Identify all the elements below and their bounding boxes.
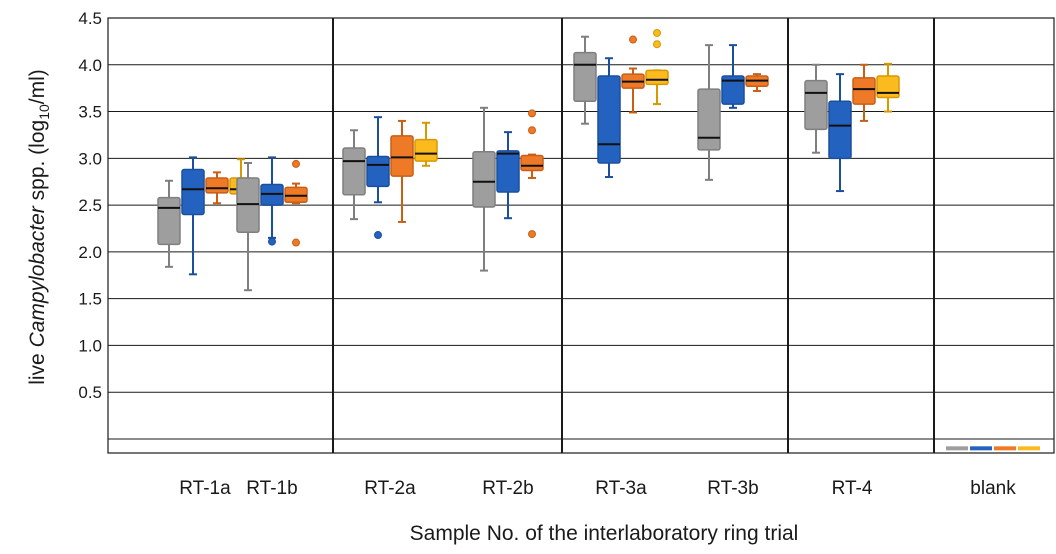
x-axis-title: Sample No. of the interlaboratory ring t… xyxy=(410,522,799,545)
box-2-2 xyxy=(390,119,414,223)
box-6-2 xyxy=(852,63,876,122)
box-0-2-iqr xyxy=(205,177,229,194)
box-4-0 xyxy=(573,35,597,125)
box-6-3 xyxy=(876,62,900,113)
box-6-1-iqr xyxy=(828,100,852,160)
category-label-2: RT-2a xyxy=(364,478,416,499)
label-layer: 0.5 1.0 1.5 2.0 2.5 3.0 3.5 4.0 4.5 RT-1a RT-1b RT-… xyxy=(78,9,1016,499)
box-2-0 xyxy=(342,129,366,221)
box-7-3 xyxy=(1018,446,1040,451)
box-1-1-outlier-0 xyxy=(268,237,276,246)
box-2-1-outlier-0 xyxy=(374,231,382,240)
box-6-0-iqr xyxy=(804,79,828,131)
box-5-1-iqr xyxy=(721,75,745,105)
box-6-1 xyxy=(828,73,852,193)
y-axis-title-subscript: 10 xyxy=(36,104,52,120)
box-4-3-outlier-1 xyxy=(653,40,661,49)
category-label-3: RT-2b xyxy=(482,478,533,499)
box-6-2-iqr xyxy=(852,77,876,105)
y-axis-title: live Campylobacter spp. (log10/ml) xyxy=(26,69,52,385)
box-1-2-outlier-0 xyxy=(292,159,300,168)
box-3-2-outlier-0 xyxy=(528,109,536,118)
category-label-4: RT-3a xyxy=(595,478,647,499)
box-1-2-outlier-1 xyxy=(292,238,300,247)
box-4-3 xyxy=(645,28,669,106)
box-2-1-iqr xyxy=(366,155,390,188)
box-7-2 xyxy=(994,446,1016,451)
box-3-0 xyxy=(472,106,496,272)
box-0-1-iqr xyxy=(181,168,205,216)
box-3-2-outlier-2 xyxy=(528,230,536,239)
box-4-1 xyxy=(597,57,621,179)
y-tick-label-3: 2.0 xyxy=(78,243,102,262)
category-label-6: RT-4 xyxy=(832,478,873,499)
box-4-3-iqr xyxy=(645,69,669,86)
box-4-1-iqr xyxy=(597,75,621,164)
box-3-2-outlier-1 xyxy=(528,126,536,135)
box-2-3 xyxy=(414,121,438,167)
box-1-2 xyxy=(284,159,308,247)
box-3-1-iqr xyxy=(496,150,520,193)
box-5-0-iqr xyxy=(697,88,721,151)
box-4-0-iqr xyxy=(573,51,597,103)
box-3-2 xyxy=(520,109,544,239)
box-1-1 xyxy=(260,156,284,246)
category-label-5: RT-3b xyxy=(707,478,758,499)
y-axis-title-suffix: /ml) xyxy=(26,69,49,104)
box-0-0 xyxy=(157,179,181,268)
box-layer xyxy=(157,28,1040,451)
y-axis-title-genus: Campylobacter xyxy=(26,205,49,347)
y-tick-label-2: 1.5 xyxy=(78,290,102,309)
box-2-3-iqr xyxy=(414,138,438,162)
box-4-2-outlier-0 xyxy=(629,35,637,44)
y-tick-label-4: 2.5 xyxy=(78,196,102,215)
box-5-0 xyxy=(697,44,721,181)
box-5-1 xyxy=(721,44,745,109)
box-6-0 xyxy=(804,63,828,154)
y-tick-label-8: 4.5 xyxy=(78,9,102,28)
box-3-1 xyxy=(496,131,520,220)
box-7-0 xyxy=(946,446,968,451)
y-tick-label-1: 1.0 xyxy=(78,336,102,355)
box-7-3-flat xyxy=(1018,446,1040,451)
category-label-0: RT-1a xyxy=(179,478,231,499)
y-axis-title-middle: spp. (log xyxy=(26,120,49,206)
box-7-2-flat xyxy=(994,446,1016,451)
y-tick-label-5: 3.0 xyxy=(78,149,102,168)
box-3-2-iqr xyxy=(520,154,544,172)
frame-layer xyxy=(107,17,1055,454)
y-tick-label-6: 3.5 xyxy=(78,103,102,122)
category-label-1: RT-1b xyxy=(246,478,297,499)
box-2-2-iqr xyxy=(390,135,414,177)
box-7-1 xyxy=(970,446,992,451)
box-2-1 xyxy=(366,116,390,240)
box-7-0-flat xyxy=(946,446,968,451)
y-tick-label-7: 4.0 xyxy=(78,56,102,75)
y-axis-title-prefix: live xyxy=(26,347,49,384)
box-4-2 xyxy=(621,35,645,114)
box-0-2 xyxy=(205,171,229,205)
box-2-0-iqr xyxy=(342,147,366,196)
plot-frame xyxy=(107,17,1055,454)
box-1-0 xyxy=(236,162,260,292)
box-3-0-iqr xyxy=(472,151,496,208)
y-tick-label-0: 0.5 xyxy=(78,383,102,402)
box-0-1 xyxy=(181,156,205,276)
box-6-3-iqr xyxy=(876,75,900,99)
category-label-7: blank xyxy=(970,478,1016,499)
box-4-3-outlier-0 xyxy=(653,28,661,37)
box-7-1-flat xyxy=(970,446,992,451)
box-0-0-iqr xyxy=(157,196,181,246)
box-5-2 xyxy=(745,73,769,92)
